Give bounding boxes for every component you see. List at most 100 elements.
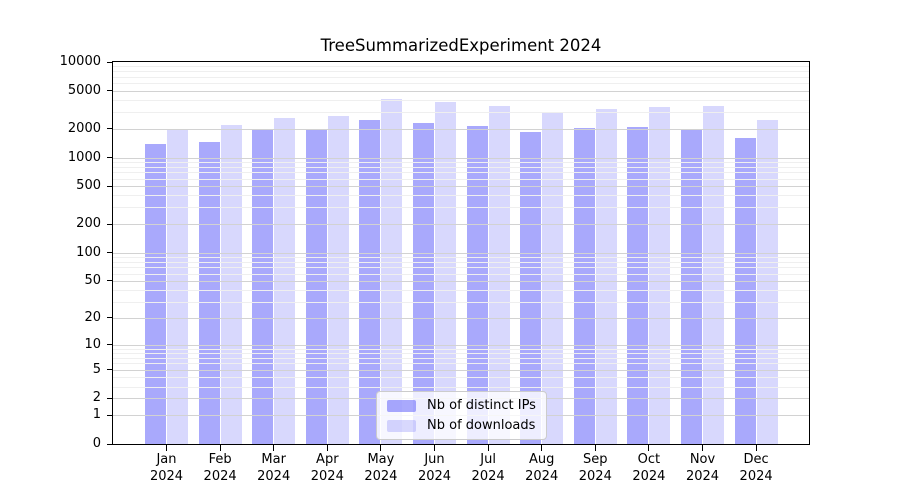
x-tick-mark-nov — [702, 445, 703, 451]
x-tick-label-apr: Apr 2024 — [300, 451, 354, 485]
y-tick-mark-20 — [107, 317, 113, 319]
y-tick-label-2000: 2000 — [67, 120, 101, 136]
y-tick-label-5000: 5000 — [67, 82, 101, 98]
y-tick-label-5: 5 — [92, 361, 101, 377]
x-tick-mark-oct — [648, 445, 650, 451]
y-tick-mark-500 — [107, 185, 113, 187]
y-tick-label-200: 200 — [76, 216, 101, 231]
legend: Nb of distinct IPs Nb of downloads — [376, 391, 547, 440]
gridline-minor-7000 — [113, 76, 809, 78]
x-tick-month-jan: Jan — [156, 452, 177, 467]
x-tick-month-mar: Mar — [261, 452, 286, 467]
x-tick-label-nov: Nov 2024 — [676, 451, 730, 485]
gridline-minor-90 — [113, 256, 809, 258]
y-tick-label-1000: 1000 — [67, 149, 101, 165]
bar-aug-distinct-ips — [520, 132, 542, 444]
x-tick-mark-jul — [487, 445, 489, 451]
gridline-minor-700 — [113, 172, 809, 174]
gridline-minor-40 — [113, 290, 809, 291]
chart-title: TreeSummarizedExperiment 2024 — [320, 36, 602, 55]
legend-label-distinct-ips: Nb of distinct IPs — [427, 398, 536, 413]
x-tick-year-jul: 2024 — [471, 469, 505, 484]
x-tick-month-oct: Oct — [637, 452, 661, 467]
x-tick-mark-aug — [541, 445, 543, 451]
y-tick-label-100: 100 — [76, 244, 101, 260]
x-tick-label-may: May 2024 — [354, 451, 408, 485]
x-tick-year-oct: 2024 — [632, 469, 666, 484]
x-tick-label-aug: Aug 2024 — [515, 451, 569, 485]
x-tick-label-jan: Jan 2024 — [140, 451, 194, 485]
x-tick-year-sep: 2024 — [578, 469, 612, 484]
gridline-minor-800 — [113, 166, 809, 168]
x-tick-label-dec: Dec 2024 — [729, 451, 783, 485]
y-tick-mark-1 — [107, 414, 113, 416]
gridline-minor-6000 — [113, 83, 809, 85]
bar-sep-downloads — [595, 108, 617, 444]
x-tick-year-aug: 2024 — [525, 469, 559, 484]
gridline-major-200 — [113, 224, 809, 225]
x-tick-mark-may — [380, 445, 382, 451]
bar-nov-downloads — [703, 106, 724, 444]
y-tick-mark-0 — [107, 443, 113, 445]
bar-jan-distinct-ips — [145, 143, 166, 444]
legend-label-downloads: Nb of downloads — [427, 418, 536, 433]
y-tick-mark-10 — [107, 344, 113, 345]
x-tick-year-feb: 2024 — [203, 469, 237, 484]
x-tick-year-may: 2024 — [364, 469, 398, 484]
bar-apr-distinct-ips — [305, 128, 327, 444]
bar-mar-distinct-ips — [252, 129, 274, 444]
x-tick-month-sep: Sep — [583, 452, 608, 467]
legend-item-downloads: Nb of downloads — [387, 418, 536, 433]
y-tick-label-2: 2 — [92, 390, 101, 406]
gridline-major-2000 — [113, 128, 809, 130]
x-tick-mark-jan — [166, 445, 167, 451]
x-tick-label-feb: Feb 2024 — [193, 451, 247, 485]
gridline-minor-3000 — [113, 111, 809, 113]
gridline-minor-80 — [113, 261, 809, 263]
gridline-minor-6 — [113, 363, 809, 365]
x-tick-month-apr: Apr — [316, 452, 339, 467]
gridline-minor-8 — [113, 352, 809, 354]
gridline-minor-600 — [113, 178, 809, 180]
gridline-major-5000 — [113, 90, 809, 92]
gridline-minor-3 — [113, 386, 809, 388]
x-tick-month-jun: Jun — [424, 452, 445, 467]
gridline-major-5 — [113, 369, 809, 371]
gridline-minor-70 — [113, 267, 809, 269]
gridline-major-10 — [113, 344, 809, 346]
gridline-minor-9000 — [113, 66, 809, 68]
bar-dec-distinct-ips — [734, 138, 756, 444]
y-tick-mark-50 — [107, 280, 113, 282]
legend-swatch-downloads — [387, 419, 416, 432]
x-tick-month-may: May — [367, 452, 395, 467]
gridline-major-20 — [113, 317, 809, 319]
y-tick-label-50: 50 — [84, 272, 101, 288]
x-tick-mark-apr — [326, 445, 328, 451]
x-tick-month-jul: Jul — [480, 452, 496, 467]
y-tick-mark-1000 — [107, 157, 113, 158]
gridline-minor-9 — [113, 348, 809, 350]
x-tick-year-apr: 2024 — [310, 469, 344, 484]
y-tick-mark-100 — [107, 252, 113, 254]
x-tick-year-jun: 2024 — [417, 469, 452, 484]
y-tick-label-10000: 10000 — [59, 54, 101, 69]
y-tick-mark-5 — [107, 369, 113, 371]
bar-oct-downloads — [649, 106, 671, 444]
x-tick-mark-jun — [434, 445, 435, 451]
y-tick-label-1: 1 — [92, 407, 101, 423]
x-tick-label-mar: Mar 2024 — [247, 451, 301, 485]
x-tick-mark-mar — [273, 445, 275, 451]
plot-area: Nb of distinct IPs Nb of downloads — [112, 61, 810, 445]
y-tick-label-500: 500 — [76, 178, 101, 194]
gridline-minor-7 — [113, 357, 809, 359]
gridline-minor-4000 — [113, 100, 809, 101]
gridline-minor-300 — [113, 207, 809, 209]
x-tick-month-feb: Feb — [208, 452, 232, 467]
bar-jul-downloads — [488, 105, 510, 444]
y-tick-mark-5000 — [107, 90, 113, 92]
y-tick-label-0: 0 — [92, 436, 101, 451]
y-tick-label-10: 10 — [84, 336, 101, 352]
bar-sep-distinct-ips — [573, 127, 595, 444]
bar-jul-distinct-ips — [466, 125, 488, 444]
